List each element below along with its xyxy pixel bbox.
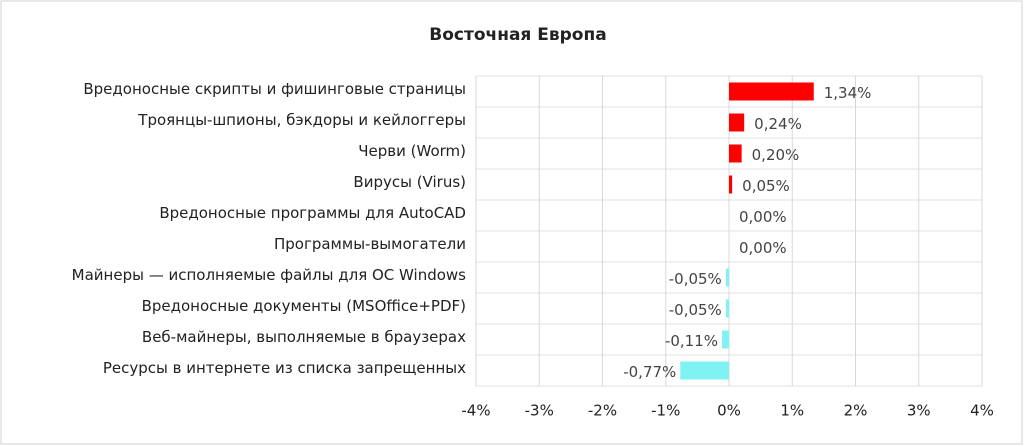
category-label: Программы-вымогатели bbox=[274, 235, 466, 253]
category-label: Веб-майнеры, выполняемые в браузерах bbox=[142, 328, 466, 346]
category-label: Черви (Worm) bbox=[358, 142, 466, 160]
value-label: -0,05% bbox=[669, 301, 722, 319]
value-label: 0,20% bbox=[752, 146, 800, 164]
x-tick-label: 1% bbox=[780, 402, 804, 420]
category-label: Троянцы-шпионы, бэкдоры и кейлоггеры bbox=[137, 111, 466, 129]
value-label: 0,05% bbox=[742, 177, 790, 195]
bar bbox=[725, 299, 729, 318]
bar bbox=[729, 144, 742, 163]
bar bbox=[725, 268, 729, 287]
x-tick-label: 0% bbox=[717, 402, 741, 420]
value-label: 0,00% bbox=[739, 239, 787, 257]
value-label: -0,77% bbox=[623, 363, 676, 381]
bar bbox=[680, 361, 729, 380]
x-tick-label: -4% bbox=[461, 402, 490, 420]
bar bbox=[729, 82, 814, 101]
bar bbox=[729, 113, 745, 132]
category-label: Вредоносные программы для AutoCAD bbox=[159, 204, 466, 222]
category-label: Вредоносные скрипты и фишинговые страниц… bbox=[83, 80, 466, 98]
category-label: Майнеры — исполняемые файлы для ОС Windo… bbox=[72, 266, 467, 284]
category-label: Вирусы (Virus) bbox=[353, 173, 466, 191]
value-label: -0,11% bbox=[665, 332, 718, 350]
x-tick-label: -2% bbox=[588, 402, 617, 420]
category-label: Ресурсы в интернете из списка запрещенны… bbox=[103, 359, 466, 377]
value-label: 0,24% bbox=[754, 115, 802, 133]
x-tick-label: -1% bbox=[651, 402, 680, 420]
x-tick-label: 4% bbox=[970, 402, 994, 420]
x-tick-label: 2% bbox=[844, 402, 868, 420]
x-tick-label: -3% bbox=[525, 402, 554, 420]
value-label: 1,34% bbox=[824, 84, 872, 102]
bar bbox=[722, 330, 729, 349]
value-label: 0,00% bbox=[739, 208, 787, 226]
chart-title: Восточная Европа bbox=[429, 25, 606, 45]
category-label: Вредоносные документы (MSOffice+PDF) bbox=[142, 297, 466, 315]
x-tick-label: 3% bbox=[907, 402, 931, 420]
bar bbox=[729, 175, 733, 194]
value-label: -0,05% bbox=[669, 270, 722, 288]
